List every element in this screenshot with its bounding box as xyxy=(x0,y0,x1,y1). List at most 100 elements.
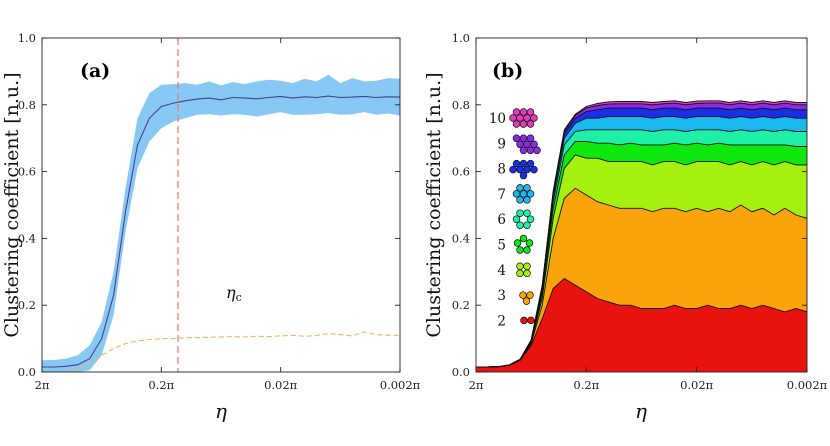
panel-b-legend: 10 9 8 7 6 5 4 3 2 xyxy=(489,108,541,329)
legend-cluster-node xyxy=(513,239,522,247)
legend-cluster-node xyxy=(520,316,528,325)
legend-cluster-node xyxy=(509,165,517,174)
panel-b-x-tick-label: 2π xyxy=(469,378,484,392)
baseline-series-line xyxy=(42,331,400,372)
legend-cluster-node xyxy=(516,184,524,192)
legend-cluster-4-icon xyxy=(516,262,531,278)
panel-a-y-tick-label: 0.8 xyxy=(18,98,36,112)
legend-cluster-2-icon xyxy=(520,316,535,325)
panel-b-axes-frame xyxy=(475,37,808,373)
legend-cluster-node xyxy=(516,209,524,217)
panel-a-axes-frame xyxy=(41,37,401,373)
panel-b-label: (b) xyxy=(492,60,523,82)
mean-series-line xyxy=(42,95,400,368)
legend-cluster-node xyxy=(516,269,524,278)
panel-a-x-tick-label: 0.2π xyxy=(148,378,174,392)
legend-cluster-node xyxy=(523,184,531,192)
legend-label-6: 6 xyxy=(497,212,506,228)
legend-cluster-node xyxy=(516,246,524,254)
legend-cluster-7-icon xyxy=(512,184,535,204)
legend-cluster-9-icon xyxy=(512,134,541,155)
panel-a-x-tick-label: 2π xyxy=(35,378,50,392)
legend-cluster-node xyxy=(523,221,531,229)
panel-a-x-axis-label: η xyxy=(215,399,227,423)
cluster-size-4-area xyxy=(476,154,807,367)
cluster-size-2-boundary xyxy=(476,277,807,368)
cluster-size-3-boundary xyxy=(476,187,807,368)
panel-b-y-axis-label: Clustering coefficient [n.u.] xyxy=(423,72,445,337)
legend-cluster-node xyxy=(516,262,524,271)
legend-cluster-8-icon xyxy=(509,159,538,180)
legend-label-10: 10 xyxy=(489,111,506,127)
legend-cluster-node xyxy=(530,165,538,174)
legend-label-3: 3 xyxy=(497,288,506,304)
legend-cluster-node xyxy=(530,140,538,149)
cluster-size-5-area xyxy=(476,141,807,367)
legend-cluster-node xyxy=(512,120,521,128)
legend-cluster-node xyxy=(523,165,531,174)
legend-cluster-node xyxy=(523,196,531,204)
panel-b-y-tick-label: 0.2 xyxy=(452,298,470,312)
legend-cluster-node xyxy=(519,120,528,128)
critical-eta-subscript: c xyxy=(236,291,242,304)
legend-cluster-node xyxy=(523,209,531,217)
legend-cluster-node xyxy=(519,234,528,243)
panel-b-y-tick-label: 0.0 xyxy=(452,365,470,379)
legend-cluster-node xyxy=(519,159,528,168)
legend-label-2: 2 xyxy=(497,313,506,329)
legend-cluster-node xyxy=(516,196,524,204)
cluster-size-3-area xyxy=(476,188,807,367)
legend-label-7: 7 xyxy=(497,187,506,203)
legend-cluster-10-icon xyxy=(509,108,538,128)
legend-cluster-node xyxy=(533,146,541,155)
legend-cluster-node xyxy=(519,190,528,198)
legend-cluster-node xyxy=(516,221,524,229)
legend-cluster-6-icon xyxy=(512,209,535,229)
legend-cluster-5-icon xyxy=(513,234,534,254)
panel-b-x-tick-label: 0.002π xyxy=(787,378,828,392)
legend-cluster-node xyxy=(525,239,534,247)
panel-a-y-axis-label: Clustering coefficient [n.u.] xyxy=(1,72,23,337)
panel-a-x-tick-label: 0.02π xyxy=(264,378,298,392)
legend-cluster-node xyxy=(526,291,534,299)
panel-b-y-tick-label: 0.6 xyxy=(452,165,470,179)
legend-cluster-node xyxy=(523,246,531,254)
legend-cluster-node xyxy=(509,114,517,122)
legend-cluster-node xyxy=(516,114,524,122)
legend-cluster-node xyxy=(519,171,528,180)
legend-cluster-node xyxy=(523,269,531,278)
legend-cluster-node xyxy=(527,316,535,325)
legend-cluster-node xyxy=(519,146,528,155)
legend-label-5: 5 xyxy=(497,238,506,254)
legend-cluster-node xyxy=(516,165,524,174)
legend-cluster-node xyxy=(526,146,535,155)
critical-eta-symbol: η xyxy=(226,283,236,302)
panel-b-y-tick-label: 0.4 xyxy=(452,231,470,245)
legend-label-8: 8 xyxy=(497,162,506,178)
legend-cluster-node xyxy=(526,120,535,128)
legend-cluster-node xyxy=(516,140,524,149)
critical-eta-annotation: ηc xyxy=(226,283,242,304)
legend-cluster-node xyxy=(519,291,527,299)
legend-cluster-node xyxy=(519,134,528,143)
legend-cluster-node xyxy=(519,108,528,116)
panel-a-y-tick-label: 0.0 xyxy=(18,365,36,379)
legend-cluster-node xyxy=(526,215,535,223)
legend-cluster-node xyxy=(523,140,531,149)
panel-a-x-tick-label: 0.002π xyxy=(380,378,421,392)
panel-b-x-tick-label: 0.2π xyxy=(573,378,599,392)
std-band-area xyxy=(42,74,400,372)
legend-cluster-node xyxy=(512,134,521,143)
legend-cluster-node xyxy=(526,159,535,168)
legend-cluster-node xyxy=(522,297,531,305)
legend-cluster-node xyxy=(526,134,535,143)
legend-cluster-node xyxy=(530,114,538,122)
panel-a-y-tick-label: 1.0 xyxy=(18,31,36,45)
legend-cluster-node xyxy=(512,108,521,116)
cluster-size-2-area xyxy=(476,278,807,372)
panel-a-y-tick-label: 0.4 xyxy=(18,231,36,245)
cluster-size-10-boundary xyxy=(476,100,807,368)
panel-b-x-tick-label: 0.02π xyxy=(680,378,714,392)
